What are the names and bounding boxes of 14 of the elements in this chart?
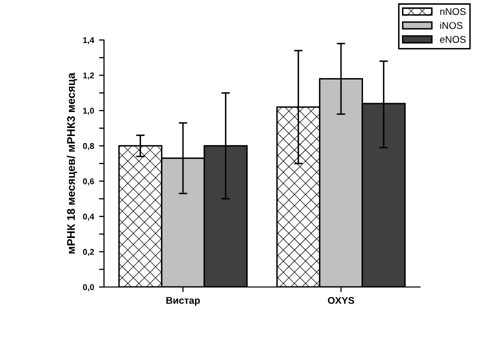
y-tick-label: 0,4	[83, 214, 94, 221]
y-tick-label: 1,2	[83, 72, 94, 80]
legend-label: eNOS	[440, 36, 466, 43]
y-tick-label: 1,0	[83, 108, 94, 115]
y-tick-label: 1,4	[83, 37, 94, 44]
x-tick-label: OXYS	[328, 296, 354, 304]
y-tick-label: 0,6	[83, 178, 94, 186]
legend-label: nNOS	[440, 8, 466, 16]
x-tick-label: Вистар	[166, 297, 200, 306]
y-axis-title: мРНК 18 месяцев/ мРНК3 месяца	[66, 72, 78, 254]
y-tick-label: 0,2	[83, 248, 94, 256]
y-tick-label: 0,8	[83, 143, 94, 150]
legend-label: iNOS	[440, 22, 462, 29]
y-tick-label: 0,0	[83, 284, 94, 292]
